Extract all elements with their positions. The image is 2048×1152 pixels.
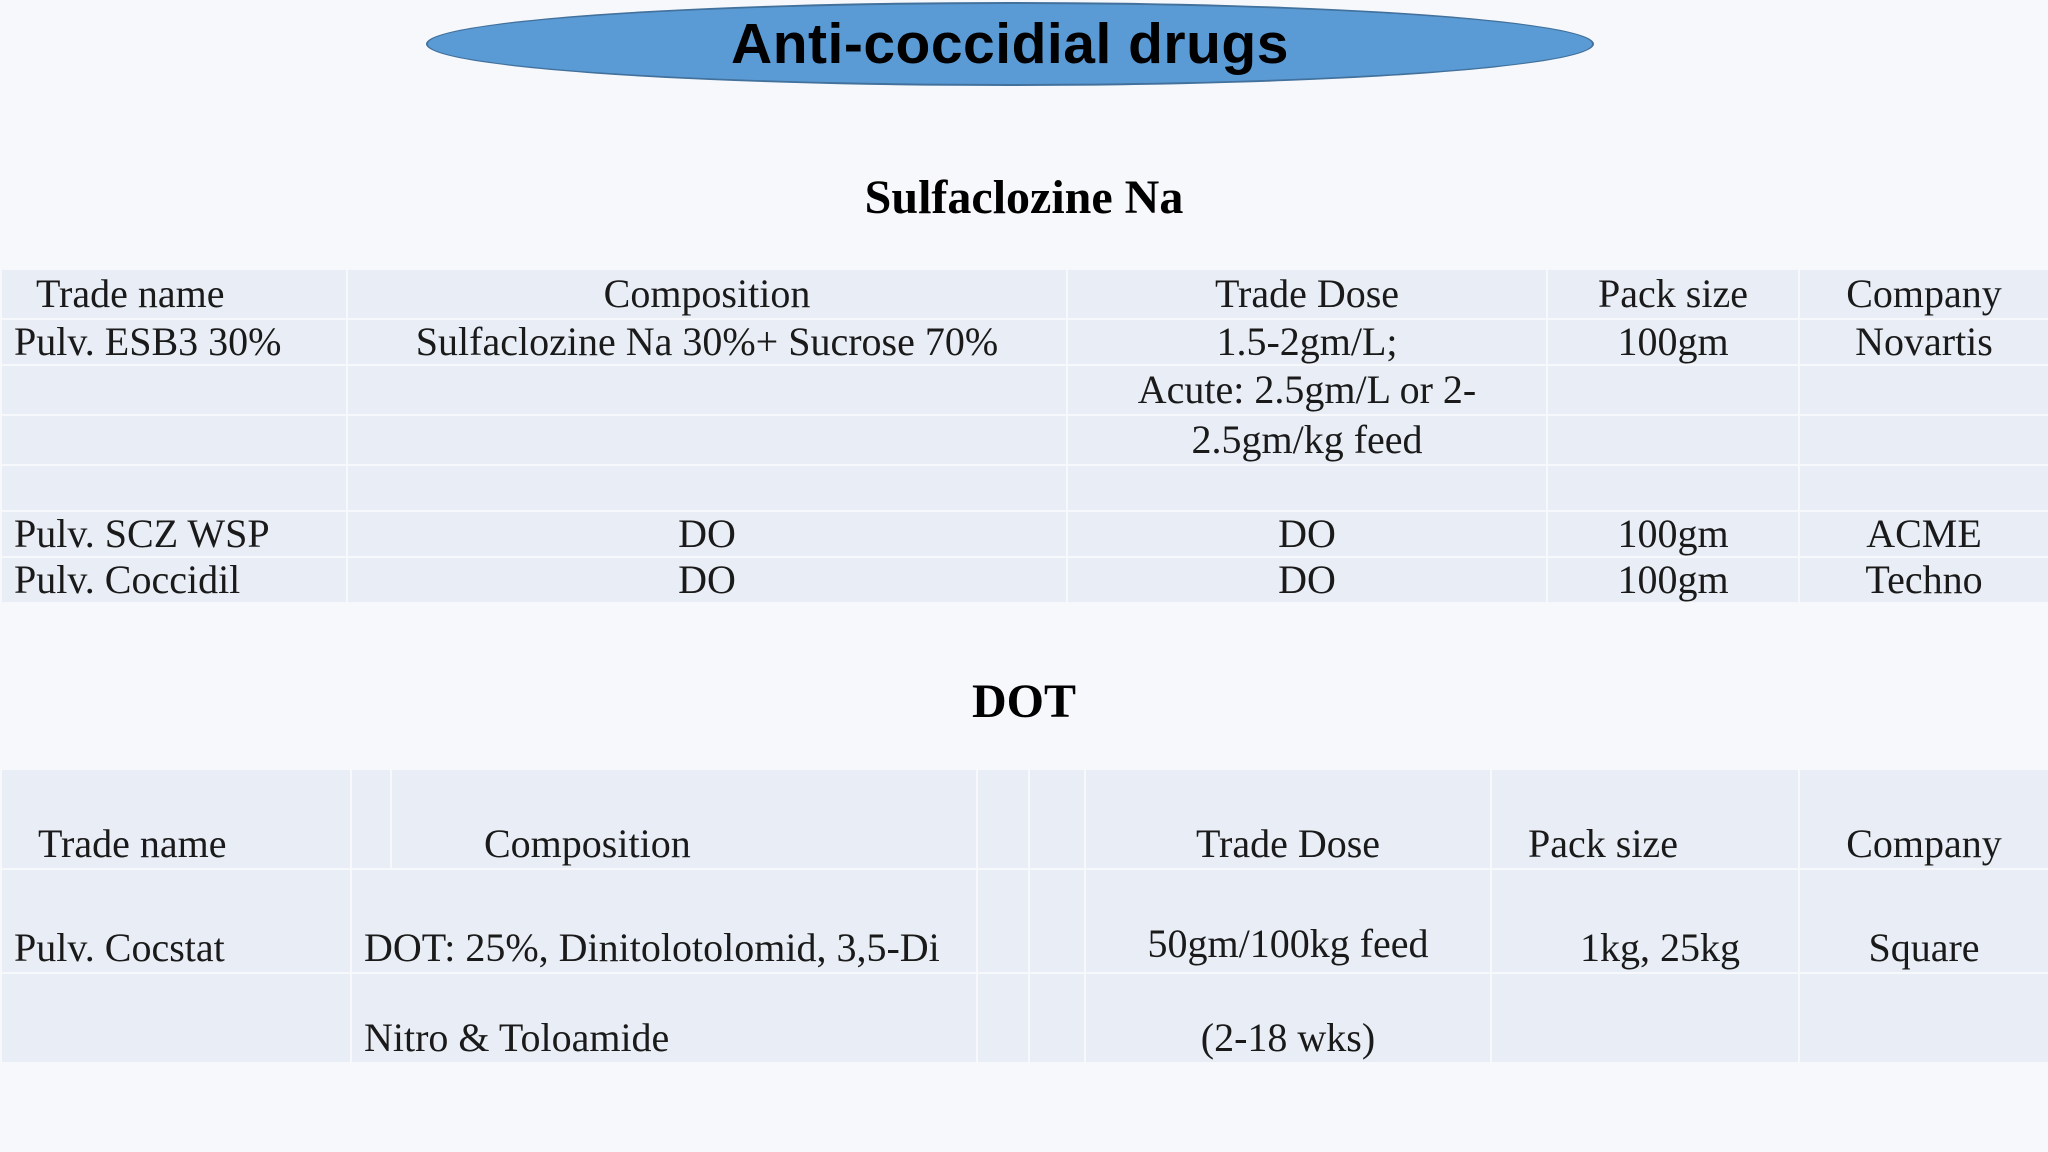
cell-trade-dose [1066,464,1548,512]
cell-composition: DOT: 25%, Dinitolotolomid, 3,5-Di [350,868,978,974]
cell-trade-dose: 2.5gm/kg feed [1066,414,1548,466]
cell-trade-dose: DO [1066,510,1548,558]
cell-pack-size: 100gm [1546,510,1800,558]
cell-trade-name: Pulv. Coccidil [0,556,348,604]
cell-trade-dose: (2-18 wks) [1084,972,1492,1064]
table-header-row: Trade name Composition Trade Dose Pack s… [0,768,2048,870]
table-header-row: Trade name Composition Trade Dose Pack s… [0,268,2048,320]
cell-composition: DO [346,556,1068,604]
spacer-cell [1028,768,1086,870]
table-row: Pulv. ESB3 30% Sulfaclozine Na 30%+ Sucr… [0,318,2048,366]
cell-trade-name: Pulv. SCZ WSP [0,510,348,558]
header-trade-name: Trade name [0,268,348,320]
spacer-cell [1028,868,1086,974]
cell-trade-name [0,464,348,512]
header-company: Company [1798,268,2048,320]
cell-trade-dose: 50gm/100kg feed [1084,868,1492,974]
table-row: Pulv. Coccidil DO DO 100gm Techno [0,556,2048,604]
header-pack-size: Pack size [1490,768,1800,870]
header-composition: Composition [390,768,978,870]
header-trade-name: Trade name [0,768,352,870]
cell-company [1798,464,2048,512]
cell-trade-dose: DO [1066,556,1548,604]
cell-composition [346,364,1068,416]
spacer-cell [976,868,1030,974]
sulfaclozine-table: Trade name Composition Trade Dose Pack s… [0,268,2048,604]
header-trade-dose: Trade Dose [1066,268,1548,320]
cell-composition [346,414,1068,466]
cell-pack-size: 1kg, 25kg [1490,868,1800,974]
spacer-cell [1028,972,1086,1064]
cell-company: Novartis [1798,318,2048,366]
cell-pack-size [1490,972,1800,1064]
table-row: Pulv. Cocstat DOT: 25%, Dinitolotolomid,… [0,868,2048,974]
cell-pack-size [1546,464,1800,512]
header-trade-dose: Trade Dose [1084,768,1492,870]
cell-composition: Nitro & Toloamide [350,972,978,1064]
cell-composition: DO [346,510,1068,558]
spacer-cell [350,768,392,870]
cell-trade-name [0,364,348,416]
cell-company: Techno [1798,556,2048,604]
header-composition: Composition [346,268,1068,320]
cell-trade-name: Pulv. ESB3 30% [0,318,348,366]
cell-company [1798,414,2048,466]
cell-company [1798,972,2048,1064]
spacer-cell [976,768,1030,870]
cell-trade-name: Pulv. Cocstat [0,868,352,974]
cell-pack-size: 100gm [1546,556,1800,604]
table-row: Nitro & Toloamide (2-18 wks) [0,972,2048,1064]
title-banner [426,2,1594,86]
cell-company: ACME [1798,510,2048,558]
cell-pack-size [1546,364,1800,416]
spacer-cell [976,972,1030,1064]
cell-pack-size [1546,414,1800,466]
slide-title: Anti-coccidial drugs [731,12,1289,76]
table-row [0,464,2048,512]
header-company: Company [1798,768,2048,870]
cell-company: Square [1798,868,2048,974]
cell-pack-size: 100gm [1546,318,1800,366]
cell-trade-dose: Acute: 2.5gm/L or 2- [1066,364,1548,416]
cell-trade-name [0,972,352,1064]
section-heading-dot: DOT [971,675,1076,728]
cell-composition: Sulfaclozine Na 30%+ Sucrose 70% [346,318,1068,366]
table-row: Pulv. SCZ WSP DO DO 100gm ACME [0,510,2048,558]
table-row: 2.5gm/kg feed [0,414,2048,466]
dot-table: Trade name Composition Trade Dose Pack s… [0,768,2048,1064]
cell-company [1798,364,2048,416]
header-pack-size: Pack size [1546,268,1800,320]
cell-trade-name [0,414,348,466]
cell-trade-dose: 1.5-2gm/L; [1066,318,1548,366]
cell-composition [346,464,1068,512]
table-row: Acute: 2.5gm/L or 2- [0,364,2048,416]
section-heading-sulfaclozine: Sulfaclozine Na [864,171,1184,224]
